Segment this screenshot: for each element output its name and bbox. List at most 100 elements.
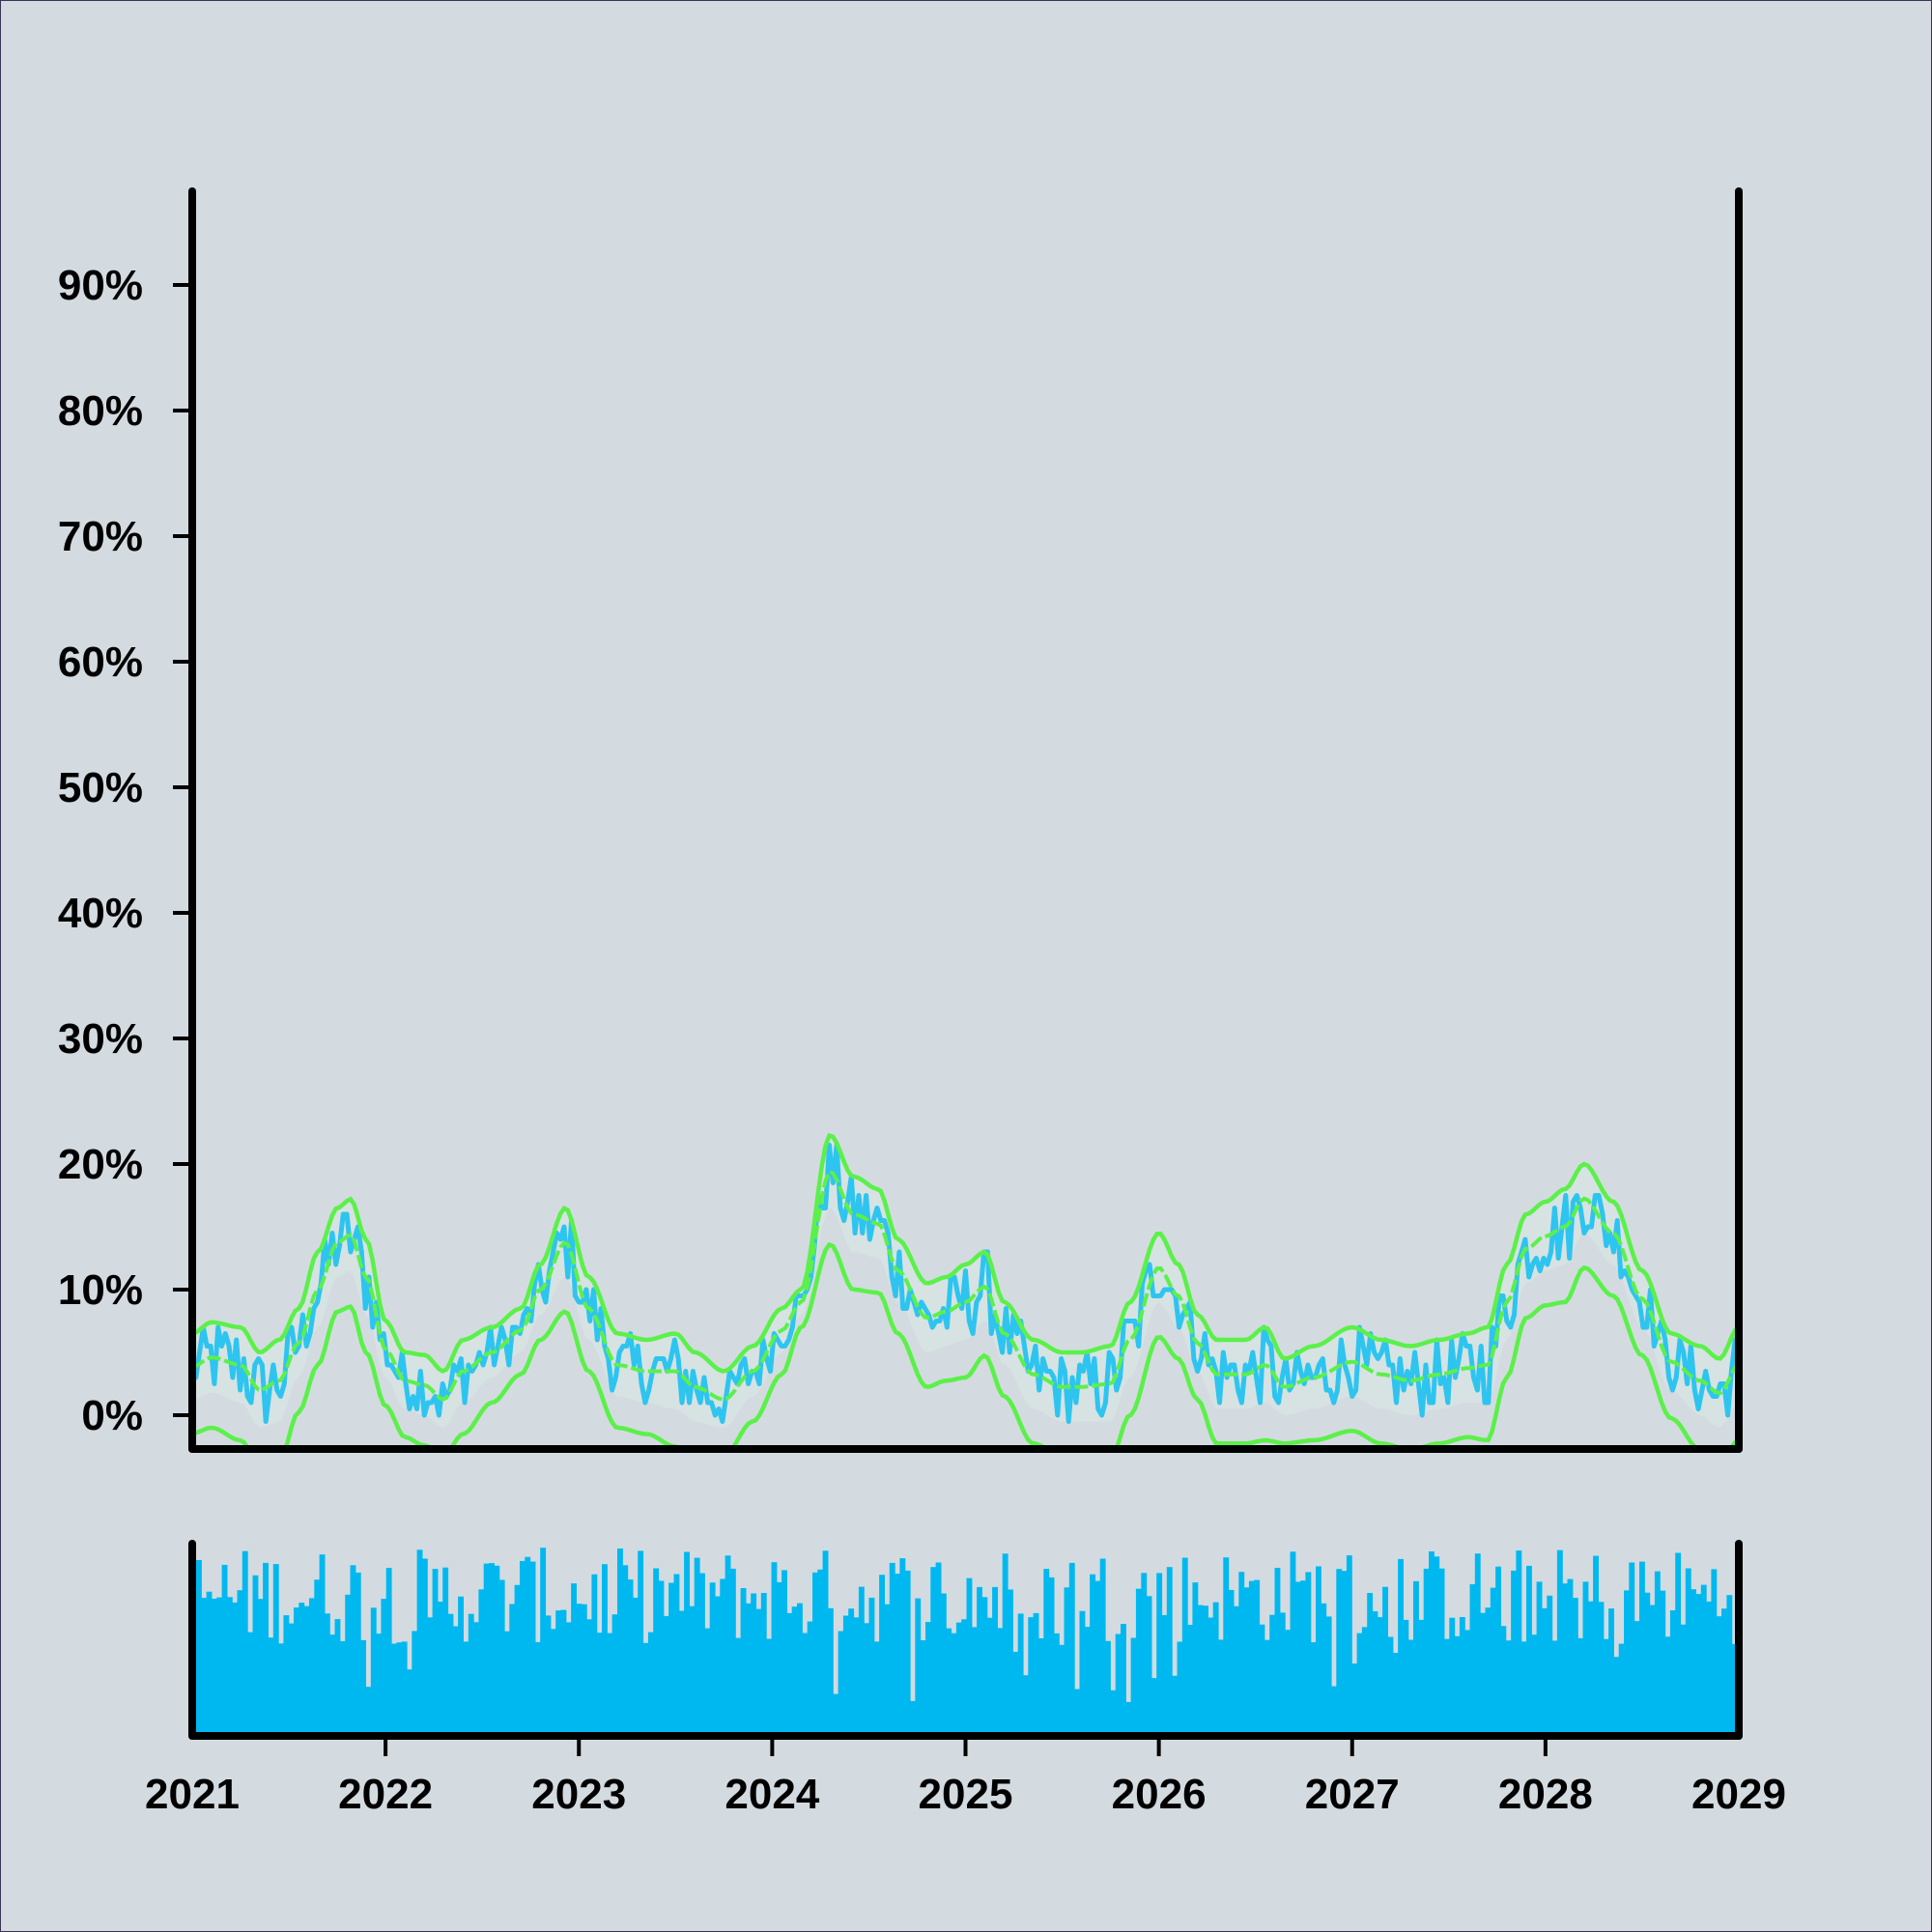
volume-bar — [1634, 1621, 1640, 1736]
volume-bar — [1310, 1642, 1317, 1736]
volume-bar — [1726, 1595, 1733, 1736]
volume-bar — [494, 1565, 500, 1736]
volume-bar — [1629, 1562, 1635, 1736]
volume-bar — [1290, 1551, 1296, 1736]
lower-band-line — [192, 1241, 1739, 1449]
volume-bar — [961, 1619, 968, 1736]
volume-bar — [1023, 1675, 1029, 1736]
volume-bar — [1285, 1630, 1291, 1736]
volume-bar — [355, 1572, 361, 1736]
volume-bar — [298, 1603, 305, 1736]
volume-bar — [237, 1590, 243, 1736]
x-axis-ticks: 2021 2022 2023 2024 2025 2026 2027 2028 2029 — [145, 1736, 1786, 1818]
volume-bar — [1279, 1612, 1286, 1736]
volume-bar — [842, 1615, 849, 1736]
x-tick-label: 2028 — [1498, 1771, 1593, 1818]
volume-bar — [986, 1617, 993, 1736]
volume-bar — [1685, 1568, 1691, 1736]
volume-bar — [1316, 1566, 1321, 1736]
volume-bar — [946, 1628, 952, 1736]
volume-bar — [807, 1621, 813, 1736]
volume-bar — [1197, 1605, 1204, 1736]
volume-bar — [1264, 1639, 1270, 1736]
volume-bar — [895, 1574, 900, 1736]
volume-bar — [442, 1567, 449, 1736]
volume-bar — [396, 1642, 403, 1736]
volume-bar — [391, 1643, 397, 1736]
volume-bar — [992, 1586, 998, 1736]
volume-bar — [309, 1598, 315, 1736]
volume-bar — [1526, 1565, 1532, 1736]
volume-bar — [971, 1627, 978, 1736]
volume-bar — [1505, 1640, 1512, 1736]
volume-bar — [642, 1642, 649, 1736]
volume-bar — [591, 1574, 598, 1736]
volume-bar — [581, 1604, 587, 1736]
volume-bar — [1407, 1639, 1414, 1736]
volume-bar — [427, 1617, 434, 1736]
volume-bar — [1064, 1587, 1070, 1736]
volume-bar — [1551, 1640, 1558, 1736]
volume-bar — [596, 1633, 603, 1736]
volume-bar — [694, 1557, 700, 1736]
volume-bar — [314, 1579, 321, 1736]
volume-bar — [1516, 1550, 1522, 1736]
volume-bar — [1454, 1635, 1461, 1736]
volume-bar — [1099, 1558, 1106, 1736]
volume-bar — [555, 1610, 562, 1736]
volume-bar — [376, 1634, 382, 1736]
volume-bar — [858, 1586, 865, 1736]
volume-bar — [350, 1565, 356, 1736]
volume-bar — [1033, 1612, 1039, 1736]
volume-bar — [329, 1634, 336, 1736]
volume-bar — [1372, 1611, 1378, 1736]
volume-bar — [1654, 1571, 1661, 1736]
volume-bar — [1480, 1612, 1487, 1736]
volume-bar — [1248, 1580, 1255, 1736]
volume-bar — [735, 1637, 742, 1736]
volume-bar — [1485, 1607, 1492, 1736]
volume-bar — [1536, 1581, 1543, 1736]
volume-bar — [226, 1597, 233, 1736]
volume-bar — [407, 1669, 412, 1736]
volume-bar — [1074, 1689, 1081, 1736]
volume-bar — [206, 1591, 213, 1736]
volume-bar — [263, 1562, 269, 1736]
volume-bar — [1361, 1627, 1368, 1736]
y-tick-label: 50% — [58, 764, 143, 811]
volume-bar — [1166, 1567, 1173, 1736]
volume-bar — [540, 1548, 547, 1736]
y-tick-label: 60% — [58, 639, 143, 686]
volume-bar — [647, 1632, 654, 1736]
volume-bar — [617, 1548, 623, 1736]
volume-bar — [1474, 1553, 1481, 1736]
volume-bar — [1587, 1601, 1594, 1736]
volume-bar — [1238, 1572, 1245, 1736]
volume-bar — [833, 1693, 839, 1736]
volume-bar — [401, 1641, 408, 1736]
volume-bar — [766, 1638, 772, 1736]
volume-bar — [771, 1562, 778, 1736]
volume-bar — [935, 1562, 942, 1736]
volume-bar — [1305, 1572, 1312, 1736]
volume-bar — [468, 1613, 474, 1736]
volume-bar — [704, 1628, 711, 1736]
volume-bar — [463, 1641, 469, 1736]
volume-bar — [1243, 1587, 1250, 1736]
volume-bar — [1017, 1613, 1024, 1736]
volume-bar — [1084, 1627, 1091, 1736]
volume-bar — [416, 1549, 423, 1736]
volume-bar — [684, 1551, 690, 1736]
volume-bar — [1043, 1569, 1050, 1736]
volume-bar — [489, 1563, 495, 1736]
volume-bar — [452, 1626, 459, 1736]
volume-bar — [571, 1583, 577, 1736]
volume-bar — [781, 1570, 787, 1736]
volume-bar — [879, 1575, 885, 1736]
volume-bar — [751, 1593, 757, 1736]
volume-bar — [1192, 1582, 1199, 1736]
volume-bar — [1398, 1558, 1404, 1736]
volume-bar — [812, 1572, 818, 1736]
volume-bar — [1382, 1586, 1388, 1736]
